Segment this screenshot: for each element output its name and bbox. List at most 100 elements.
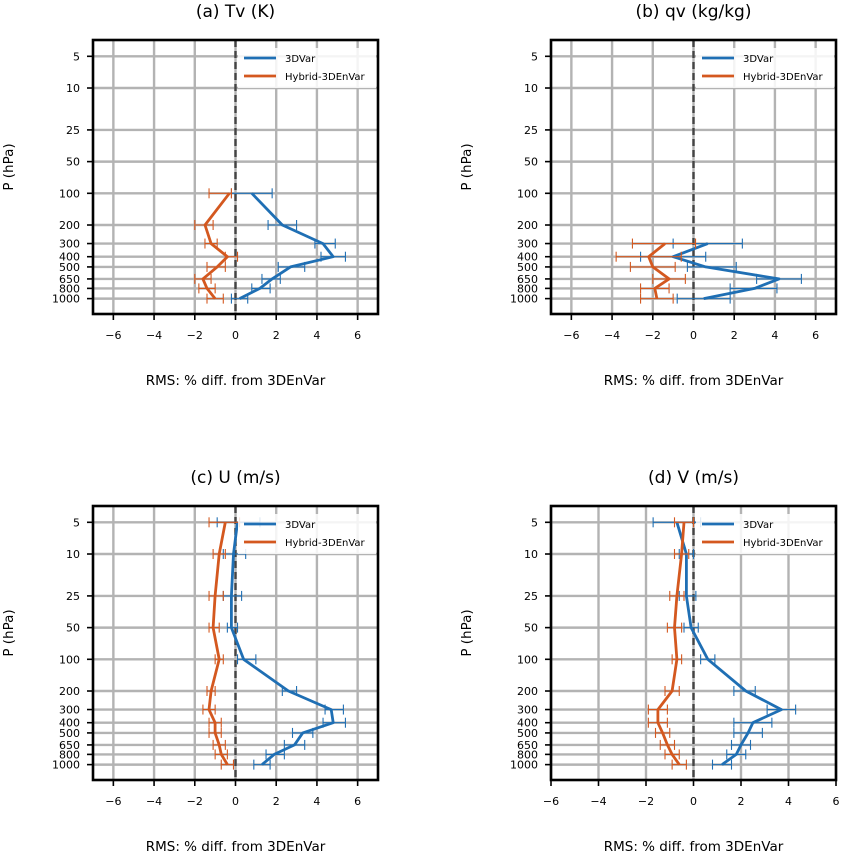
series-line-hybrid-3denvar [207, 522, 229, 766]
y-tick-label: 5 [531, 516, 538, 529]
x-tick-label: 6 [833, 795, 840, 808]
y-tick-label: 10 [524, 82, 538, 95]
y-tick-label: 500 [59, 261, 80, 274]
y-tick-label: 5 [73, 50, 80, 63]
y-tick-label: 200 [59, 685, 80, 698]
legend-label: 3DVar [285, 54, 316, 65]
legend-box [238, 48, 376, 88]
y-tick-label: 1000 [510, 293, 538, 306]
x-tick-label: −2 [638, 795, 654, 808]
x-tick-label: 6 [812, 329, 819, 342]
y-tick-label: 10 [66, 548, 80, 561]
x-tick-label: 0 [232, 795, 239, 808]
y-tick-label: 500 [517, 727, 538, 740]
y-tick-label: 5 [73, 516, 80, 529]
y-tick-label: 300 [517, 704, 538, 717]
panel-b: −6 −4 −2 0 2 4 6 5 10 25 50 100 200 30040050065080010… [459, 2, 838, 389]
y-tick-label: 5 [531, 50, 538, 63]
x-tick-label: −6 [105, 795, 121, 808]
y-tick-label: 400 [59, 251, 80, 264]
x-tick-label: 6 [354, 329, 361, 342]
x-tick-label: −6 [563, 329, 579, 342]
legend-box [238, 514, 376, 554]
y-tick-label: 650 [517, 739, 538, 752]
x-axis-label: RMS: % diff. from 3DEnVar [604, 373, 784, 389]
series-line-3dvar [238, 192, 335, 300]
y-tick-label: 1000 [510, 759, 538, 772]
y-tick-label: 200 [517, 219, 538, 232]
y-tick-label: 650 [59, 739, 80, 752]
y-tick-label: 300 [517, 238, 538, 251]
y-tick-label: 100 [517, 653, 538, 666]
x-tick-label: 0 [690, 329, 697, 342]
y-axis-label: P (hPa) [1, 609, 17, 656]
x-tick-label: −2 [645, 329, 661, 342]
series-line-hybrid-3denvar [656, 522, 686, 766]
x-tick-label: 0 [690, 795, 697, 808]
y-tick-label: 25 [66, 590, 80, 603]
x-tick-label: 2 [738, 795, 745, 808]
x-tick-label: −6 [543, 795, 559, 808]
y-tick-label: 100 [59, 653, 80, 666]
x-tick-label: −4 [146, 329, 162, 342]
legend-box [696, 514, 834, 554]
series-line-3dvar [671, 242, 781, 300]
panel-title: (d) V (m/s) [648, 468, 739, 488]
x-axis-label: RMS: % diff. from 3DEnVar [146, 373, 326, 389]
y-tick-label: 10 [66, 82, 80, 95]
y-tick-label: 50 [524, 156, 538, 169]
y-tick-label: 50 [66, 156, 80, 169]
y-tick-label: 300 [59, 704, 80, 717]
series-line-3dvar [675, 521, 783, 766]
y-tick-label: 100 [59, 187, 80, 200]
y-tick-label: 400 [517, 251, 538, 264]
y-axis-label: P (hPa) [459, 609, 475, 656]
y-tick-label: 800 [517, 282, 538, 295]
series-line-3dvar [229, 522, 335, 766]
x-tick-label: 6 [354, 795, 361, 808]
x-tick-label: 4 [771, 329, 778, 342]
panel-title: (c) U (m/s) [190, 468, 280, 488]
legend-label: Hybrid-3DEnVar [743, 72, 824, 83]
legend-label: Hybrid-3DEnVar [285, 72, 366, 83]
x-tick-label: −2 [187, 795, 203, 808]
panel-c: −6 −4 −2 0 2 4 6 5 10 25 50 100 200 30040050065080010… [1, 468, 380, 852]
series-line-hybrid-3denvar [647, 242, 671, 299]
y-tick-label: 1000 [52, 293, 80, 306]
x-axis-label: RMS: % diff. from 3DEnVar [604, 839, 784, 852]
y-tick-label: 800 [59, 282, 80, 295]
y-tick-label: 300 [59, 238, 80, 251]
y-tick-label: 500 [517, 261, 538, 274]
x-tick-label: −2 [187, 329, 203, 342]
y-tick-label: 800 [59, 748, 80, 761]
y-tick-label: 25 [524, 590, 538, 603]
y-tick-label: 25 [524, 124, 538, 137]
y-tick-label: 800 [517, 748, 538, 761]
legend-label: 3DVar [285, 520, 316, 531]
y-tick-label: 400 [59, 717, 80, 730]
x-tick-label: 2 [731, 329, 738, 342]
y-tick-label: 400 [517, 717, 538, 730]
panel-title: (a) Tv (K) [196, 2, 275, 22]
x-tick-label: 4 [313, 795, 320, 808]
y-tick-label: 200 [59, 219, 80, 232]
x-tick-label: −4 [590, 795, 606, 808]
x-tick-label: −4 [604, 329, 620, 342]
series-line-hybrid-3denvar [201, 192, 231, 300]
legend-label: Hybrid-3DEnVar [285, 538, 366, 549]
x-tick-label: 4 [785, 795, 792, 808]
x-tick-label: −4 [146, 795, 162, 808]
y-tick-label: 25 [66, 124, 80, 137]
y-tick-label: 100 [517, 187, 538, 200]
x-axis-label: RMS: % diff. from 3DEnVar [146, 839, 326, 852]
y-axis-label: P (hPa) [1, 143, 17, 190]
legend-label: Hybrid-3DEnVar [743, 538, 824, 549]
y-axis-label: P (hPa) [459, 143, 475, 190]
y-tick-label: 50 [66, 622, 80, 635]
y-tick-label: 10 [524, 548, 538, 561]
y-tick-label: 50 [524, 622, 538, 635]
legend-label: 3DVar [743, 54, 774, 65]
y-tick-label: 200 [517, 685, 538, 698]
y-tick-label: 650 [59, 273, 80, 286]
